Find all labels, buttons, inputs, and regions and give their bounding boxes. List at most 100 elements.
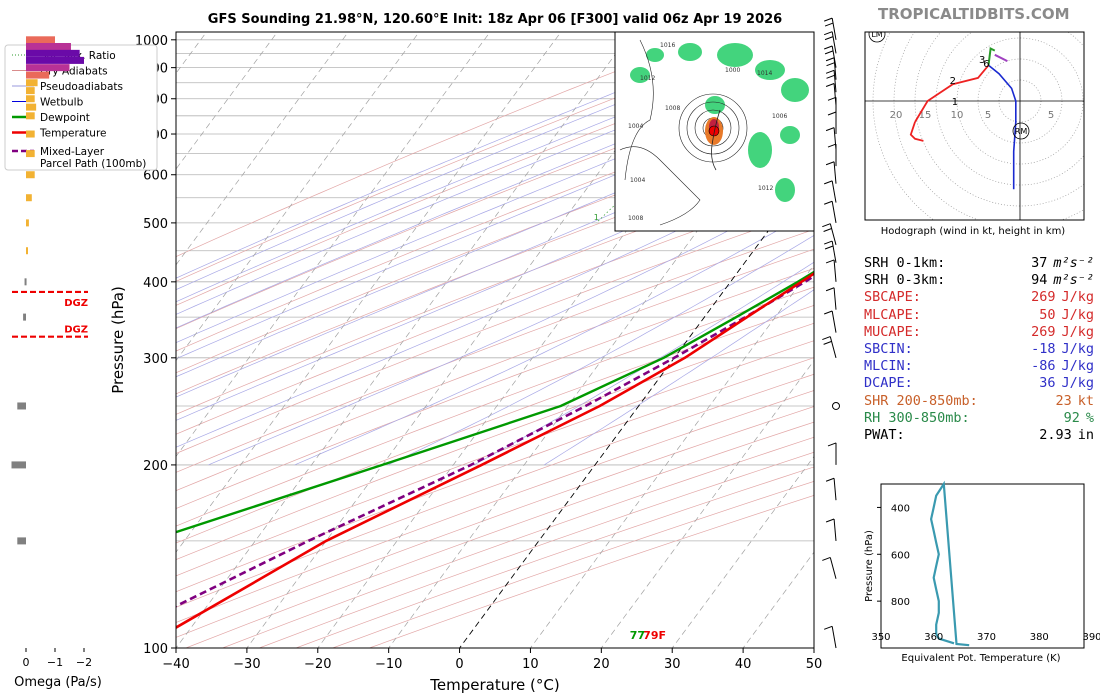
precip-area	[781, 78, 809, 102]
wind-barb	[831, 180, 837, 203]
dry-adiabat	[176, 373, 814, 608]
param-unit: J/kg	[1061, 358, 1094, 375]
y-tick-label: 400	[143, 276, 168, 291]
hodograph-height-label: 3	[979, 55, 985, 66]
legend-label: Pseudoadiabats	[40, 81, 123, 93]
wind-barb	[833, 518, 837, 541]
param-unit: m²s⁻²	[1053, 255, 1094, 271]
isotherm	[176, 32, 633, 648]
wind-barb-flag	[825, 518, 835, 523]
param-label: MLCIN:	[864, 358, 913, 375]
wind-barb	[833, 478, 837, 501]
isobar-contour	[686, 101, 740, 155]
param-unit: J/kg	[1061, 306, 1094, 323]
pseudoadiabat	[208, 185, 814, 466]
wind-barb-calm	[832, 401, 840, 410]
wind-barb	[831, 31, 837, 54]
legend-label: Dewpoint	[40, 112, 90, 124]
wind-barb	[833, 83, 837, 106]
param-row: MLCAPE: 50 J/kg	[864, 307, 1094, 324]
omega-bar	[26, 171, 35, 179]
map-pressure-label: 1008	[665, 105, 680, 112]
param-unit: %	[1085, 409, 1094, 426]
coastline	[619, 39, 701, 226]
param-row: SHR 200-850mb: 23 kt	[864, 393, 1094, 410]
param-label: DCAPE:	[864, 375, 913, 392]
x-tick-label: 0	[455, 657, 463, 672]
omega-bar	[26, 87, 35, 95]
dry-adiabat	[176, 286, 814, 527]
hodograph-ring-label: 15	[919, 110, 932, 121]
precip-area	[755, 60, 785, 80]
theta-e-xlabel: Equivalent Pot. Temperature (K)	[901, 653, 1060, 664]
hodograph-ring-label: 5	[1048, 110, 1054, 121]
precip-area	[678, 43, 702, 61]
wind-barb-flag	[827, 143, 837, 148]
omega-bar	[26, 219, 29, 227]
omega-bar	[26, 64, 70, 72]
omega-bar	[26, 112, 35, 120]
wind-barb-flag	[824, 310, 833, 315]
map-pressure-label: 1008	[628, 215, 643, 222]
omega-bar	[26, 247, 28, 255]
param-unit: m²s⁻²	[1053, 272, 1094, 289]
map-pressure-label: 1012	[758, 185, 773, 192]
x-tick-label: −10	[375, 657, 402, 672]
theta-e-ytick-label: 600	[891, 550, 910, 561]
wind-barb-flag	[824, 45, 833, 50]
param-value: 23	[1055, 392, 1072, 409]
isotherm	[176, 32, 562, 553]
wind-barb-flag	[825, 259, 835, 264]
surface-dewpoint-label: 77	[630, 629, 645, 642]
param-label: SBCAPE:	[864, 289, 921, 306]
surface-temp-label: 79F	[643, 629, 666, 642]
wind-barb-flag	[824, 240, 833, 245]
param-value: 92	[1063, 409, 1080, 426]
mixing-ratio-label: 13	[821, 213, 831, 222]
temperature-line	[176, 272, 814, 630]
x-tick-label: 20	[593, 657, 610, 672]
map-pressure-label: 1016	[660, 42, 675, 49]
param-row: MUCAPE: 269 J/kg	[864, 324, 1094, 341]
theta-e-ytick-label: 400	[891, 503, 910, 514]
y-tick-label: 200	[143, 459, 168, 474]
hodograph-ring-label: 5	[985, 110, 991, 121]
wind-barb-flag	[824, 180, 833, 185]
dry-adiabat	[176, 73, 814, 329]
isotherm	[388, 72, 814, 648]
wind-barb	[833, 127, 837, 150]
hodograph-line-red	[914, 64, 990, 123]
mixing-ratio-line	[826, 27, 1051, 223]
omega-bar	[26, 194, 32, 202]
mixing-ratio-label: 30	[909, 213, 919, 222]
wind-barb-flag	[825, 127, 835, 132]
hodograph-height-label: 6	[983, 59, 989, 70]
pseudoadiabat	[473, 261, 814, 466]
param-value: 269	[1031, 289, 1056, 306]
sounding-parameters: SRH 0-1km: 37 m²s⁻² SRH 0-3km: 94 m²s⁻² SBCAPE…	[864, 255, 1094, 444]
param-value: 94	[1031, 272, 1048, 289]
theta-e-frame	[880, 483, 1085, 649]
wind-barb-flag	[822, 223, 831, 228]
dgz-label: DGZ	[64, 298, 88, 309]
map-pressure-label: 1004	[630, 177, 645, 184]
watermark: TROPICALTIDBITS.COM	[878, 5, 1070, 23]
wind-barb	[833, 287, 837, 310]
param-row: DCAPE: 36 J/kg	[864, 375, 1094, 392]
hodograph: 20 15 10 5 5 1 2 36 LM RM Hodograph (wind in kt, …	[864, 30, 1085, 237]
omega-bar	[26, 36, 55, 44]
wind-barb-flag	[825, 161, 835, 166]
storm-motion-left-label: LM	[871, 30, 882, 39]
theta-e-tick-label: 360	[924, 632, 943, 643]
omega-bar	[26, 130, 35, 138]
wind-barb	[831, 18, 837, 40]
wind-barbs	[822, 17, 840, 649]
storm-motion-right-label: RM	[1015, 127, 1028, 136]
omega-axis-label: Omega (Pa/s)	[14, 675, 102, 690]
theta-e-tick-label: 380	[1030, 632, 1049, 643]
dry-adiabat	[176, 248, 814, 492]
coastline	[711, 109, 721, 171]
omega-bar	[26, 56, 84, 64]
location-marker	[708, 125, 720, 137]
mixing-ratio-line	[890, 27, 1100, 223]
